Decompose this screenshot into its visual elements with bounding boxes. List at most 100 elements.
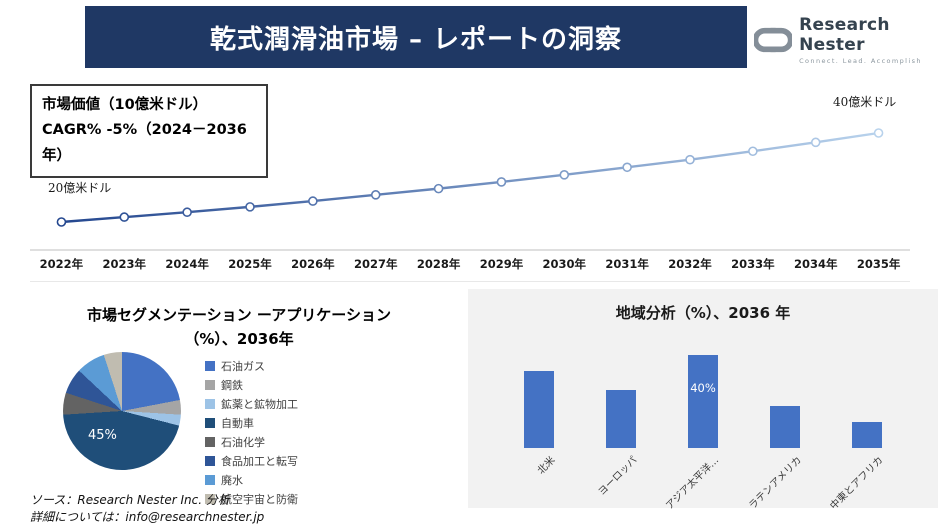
legend-swatch: [205, 399, 215, 409]
bar-category-cell: 中東とアフリカ: [828, 448, 885, 512]
bar-category-label: アジア太平洋…: [664, 454, 722, 512]
contact-note: 詳細については：info@researchnester.jp: [30, 510, 265, 525]
x-axis-year-label: 2023年: [102, 257, 147, 271]
x-axis-year-label: 2035年: [856, 257, 901, 271]
pie-title-line1: 市場セグメンテーション ーアプリケーション: [86, 306, 392, 324]
pie-title-line2: （%）、2036年: [184, 330, 294, 348]
data-point-marker: [245, 202, 255, 212]
legend-label: 食品加工と転写: [221, 455, 298, 468]
bar-chart: 40%: [498, 348, 908, 448]
data-point-marker: [810, 137, 821, 148]
bar-column: [606, 390, 636, 448]
x-axis-year-label: 2032年: [668, 257, 712, 271]
data-point-marker: [748, 146, 758, 157]
region-bar: 40%: [688, 355, 718, 448]
legend-swatch: [205, 456, 215, 466]
x-axis-year-label: 2033年: [731, 257, 775, 271]
x-axis-year-label: 2024年: [165, 257, 209, 271]
data-point-marker: [56, 217, 67, 227]
legend-swatch: [205, 475, 215, 485]
pie-chart: [63, 352, 181, 470]
end-value-annotation: 40億米ドル: [833, 95, 897, 109]
region-bar: [524, 371, 554, 448]
legend-label: 廃水: [221, 474, 243, 487]
bar-category-labels: 北米 ヨーロッパ アジア太平洋… ラテンアメリカ 中東とアフリカ: [498, 448, 908, 512]
x-axis-year-label: 2031年: [605, 257, 649, 271]
data-point-marker: [182, 207, 192, 218]
x-axis-year-label: 2026年: [291, 257, 335, 271]
data-point-marker: [119, 212, 130, 222]
bar-category-cell: 北米: [524, 448, 558, 502]
legend-swatch: [205, 494, 215, 504]
logo-text: Research Nester Connect. Lead. Accomplis…: [799, 15, 940, 65]
legend-swatch: [205, 437, 215, 447]
legend-label: 航空宇宙と防衛: [221, 493, 298, 506]
region-bar: [770, 406, 800, 448]
data-point-marker: [622, 162, 632, 173]
market-value-info-box: 市場価値（10億米ドル） CAGR% -5%（2024－2036年）: [30, 84, 268, 179]
data-point-marker: [433, 183, 444, 194]
pie-legend: 石油ガス鋼鉄鉱薬と鉱物加工 自動車石油化学食品加工と転写 廃水航空宇宙と防衛: [205, 358, 298, 510]
legend-label: 石油ガス: [221, 360, 265, 373]
bar-column: [524, 371, 554, 448]
legend-label: 自動車: [221, 417, 254, 430]
x-axis-year-label: 2025年: [228, 257, 272, 271]
data-point-marker: [873, 128, 884, 138]
cagr-label: CAGR% -5%（2024－2036年）: [42, 122, 247, 164]
data-point-marker: [370, 190, 381, 200]
x-axis-labels: 2022年 2023年 2024年 2025年 2026年 2027年 2028年 2029年…: [30, 256, 910, 272]
legend-item: 自動車: [205, 415, 298, 431]
bar-category-label: ラテンアメリカ: [746, 454, 804, 512]
data-point-marker: [685, 154, 695, 165]
x-axis-year-label: 2030年: [542, 257, 587, 271]
pie-chart-title: 市場セグメンテーション ーアプリケーション （%）、2036年: [18, 303, 460, 351]
legend-label: 鉱薬と鉱物加工: [221, 398, 298, 411]
bar-chart-title: 地域分析（%）、2036 年: [615, 304, 791, 322]
legend-swatch: [205, 418, 215, 428]
x-axis-year-label: 2022年: [39, 257, 84, 271]
pie-data-label: 45%: [88, 428, 117, 443]
legend-label: 鋼鉄: [221, 379, 243, 392]
x-axis-year-label: 2034年: [793, 257, 838, 271]
bar-category-label: 中東とアフリカ: [828, 454, 886, 513]
data-point-marker: [559, 170, 570, 180]
page-title: 乾式潤滑油市場 – レポートの洞察: [209, 24, 623, 55]
research-nester-logo-icon: [754, 27, 793, 53]
region-bar: [606, 390, 636, 448]
bar-category-cell: ヨーロッパ: [596, 448, 639, 502]
bar-category-cell: アジア太平洋…: [665, 448, 722, 512]
footer: ソース：Research Nester Inc. 分析 詳細については：info…: [30, 492, 264, 527]
bar-category-label: ヨーロッパ: [596, 454, 640, 498]
bar-category-cell: ラテンアメリカ: [747, 448, 804, 512]
legend-item: 食品加工と転写: [205, 453, 298, 469]
legend-item: 石油化学: [205, 434, 298, 450]
start-value-annotation: 20億米ドル: [48, 181, 112, 195]
title-banner: 乾式潤滑油市場 – レポートの洞察: [85, 6, 747, 68]
bar-column: [770, 406, 800, 448]
market-value-label: 市場価値（10億米ドル）: [42, 97, 208, 113]
legend-swatch: [205, 361, 215, 371]
bar-column: [852, 422, 882, 448]
trend-line: [61, 131, 879, 224]
legend-item: 航空宇宙と防衛: [205, 491, 298, 507]
legend-item: 鉱薬と鉱物加工: [205, 396, 298, 412]
legend-item: 石油ガス: [205, 358, 298, 374]
legend-item: 廃水: [205, 472, 298, 488]
brand-logo: Research Nester Connect. Lead. Accomplis…: [754, 15, 940, 65]
data-point-marker: [496, 177, 507, 187]
bar-data-label: 40%: [690, 381, 716, 395]
regional-analysis-panel: 地域分析（%）、2036 年 40% 北米 ヨーロッパ アジア太平洋… ラテンアメリカ…: [468, 289, 938, 512]
brand-name: Research Nester: [799, 15, 890, 55]
x-axis-year-label: 2028年: [416, 257, 461, 271]
bar-column: 40%: [688, 355, 718, 448]
brand-tagline: Connect. Lead. Accomplish: [799, 57, 922, 65]
legend-item: 鋼鉄: [205, 377, 298, 393]
region-bar: [852, 422, 882, 448]
bar-category-label: 北米: [535, 454, 558, 477]
data-point-marker: [308, 196, 318, 206]
section-divider: [30, 281, 910, 282]
x-axis-year-label: 2027年: [353, 257, 398, 271]
source-note: ソース：Research Nester Inc. 分析: [30, 493, 230, 507]
legend-swatch: [205, 380, 215, 390]
